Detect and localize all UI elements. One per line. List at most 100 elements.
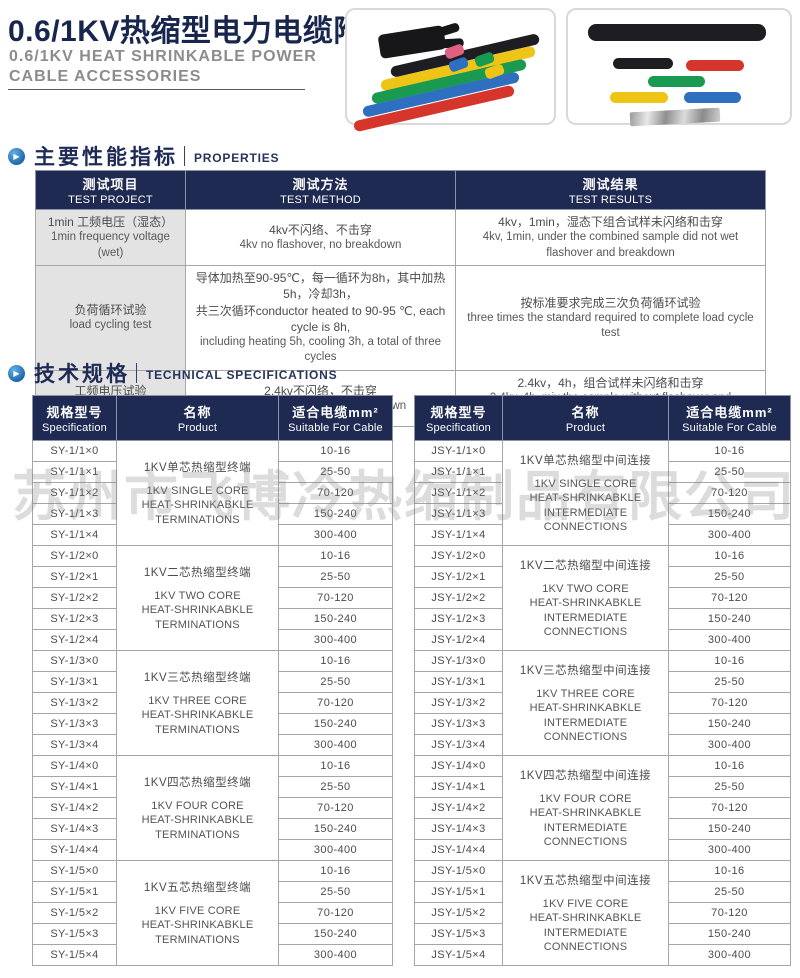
product-name-en: TERMINATIONS (155, 933, 240, 946)
test-method-cell: 4kv不闪络、不击穿 4kv no flashover, no breakdow… (185, 208, 456, 267)
spec-row: SY-1/3×0 1KV三芯热缩型终端 1KV THREE CORE HEAT-SHR… (32, 650, 393, 756)
product-name-cell: 1KV单芯热缩型中间连接 1KV SINGLE CORE HEAT-SHRINKAB… (502, 440, 669, 546)
spec-row: SY-1/1×1 25-50 (32, 461, 393, 483)
cable-size-cell: 70-120 (278, 797, 393, 819)
product-name-en: 1KV FOUR CORE (539, 792, 632, 805)
spec-model-cell: JSY-1/2×0 (414, 545, 503, 567)
header-test-method: 测试方法 TEST METHOD (185, 170, 456, 210)
cable-size-cell: 300-400 (278, 524, 393, 546)
header-specification: 规格型号 Specification (414, 395, 503, 441)
title-divider (8, 89, 305, 90)
cable-size-cell: 300-400 (668, 629, 791, 651)
header-test-results: 测试结果 TEST RESULTS (455, 170, 766, 210)
cable-size-cell: 300-400 (278, 734, 393, 756)
product-name-cell: 1KV三芯热缩型终端 1KV THREE CORE HEAT-SHRINKABKLE… (116, 650, 279, 756)
spec-row: JSY-1/3×2 70-120 (414, 692, 791, 714)
product-name-en: HEAT-SHRINKABKLE (529, 807, 642, 820)
product-name-en: 1KV FOUR CORE (151, 800, 244, 813)
product-name-en: INTERMEDIATE CONNECTIONS (543, 821, 628, 848)
test-method-cell: 导体加热至90-95℃，每一循环为8h，其中加热5h，冷却3h， 共三次循环co… (185, 265, 456, 371)
solder-foil-pouch-image (629, 107, 721, 127)
spec-model-cell: SY-1/3×4 (32, 734, 117, 756)
product-name-en: 1KV FIVE CORE (154, 905, 241, 918)
section-title-divider (184, 146, 185, 166)
spec-model-cell: JSY-1/4×0 (414, 755, 503, 777)
spec-row: SY-1/4×3 150-240 (32, 818, 393, 840)
spec-header-row: 规格型号 Specification 名称 Product 适合电缆mm² Su… (32, 395, 393, 441)
product-name-cn: 1KV四芯热缩型终端 (143, 777, 252, 790)
blue-tube-image (684, 92, 741, 103)
spec-row: JSY-1/2×0 1KV二芯热缩型中间连接 1KV TWO CORE HEAT-SH… (414, 545, 791, 651)
cable-size-cell: 25-50 (668, 566, 791, 588)
spec-model-cell: SY-1/3×2 (32, 692, 117, 714)
spec-row: JSY-1/1×2 70-120 (414, 482, 791, 504)
header-test-project: 测试项目 TEST PROJECT (35, 170, 186, 210)
spec-row: SY-1/3×1 25-50 (32, 671, 393, 693)
spec-model-cell: SY-1/4×2 (32, 797, 117, 819)
product-name-cn: 1KV二芯热缩型中间连接 (519, 559, 652, 572)
product-name-cn: 1KV五芯热缩型中间连接 (519, 874, 652, 887)
cable-size-cell: 10-16 (668, 860, 791, 882)
arrow-bullet-icon: ▶ (8, 364, 25, 382)
product-name-cn: 1KV二芯热缩型终端 (143, 567, 252, 580)
cable-size-cell: 25-50 (668, 461, 791, 483)
spec-model-cell: SY-1/2×3 (32, 608, 117, 630)
cable-size-cell: 300-400 (668, 839, 791, 861)
spec-model-cell: JSY-1/2×3 (414, 608, 503, 630)
spec-row: SY-1/4×2 70-120 (32, 797, 393, 819)
cable-size-cell: 300-400 (278, 944, 393, 966)
product-name-en: TERMINATIONS (155, 828, 240, 841)
spec-model-cell: JSY-1/2×2 (414, 587, 503, 609)
cable-size-cell: 10-16 (668, 755, 791, 777)
product-name-cell: 1KV五芯热缩型中间连接 1KV FIVE CORE HEAT-SHRINKABKL… (502, 860, 669, 966)
product-name-cell: 1KV四芯热缩型中间连接 1KV FOUR CORE HEAT-SHRINKABKL… (502, 755, 669, 861)
spec-model-cell: JSY-1/3×0 (414, 650, 503, 672)
spec-model-cell: JSY-1/4×3 (414, 818, 503, 840)
spec-model-cell: SY-1/4×0 (32, 755, 117, 777)
product-name-en: HEAT-SHRINKABKLE (529, 597, 642, 610)
spec-row: JSY-1/4×3 150-240 (414, 818, 791, 840)
cable-size-cell: 25-50 (278, 566, 393, 588)
terminations-spec-table: 规格型号 Specification 名称 Product 适合电缆mm² Su… (32, 395, 393, 966)
spec-model-cell: SY-1/2×2 (32, 587, 117, 609)
properties-row: 负荷循环试验 load cycling test 导体加热至90-95℃，每一循… (35, 265, 766, 371)
cable-size-cell: 300-400 (278, 839, 393, 861)
spec-model-cell: JSY-1/4×4 (414, 839, 503, 861)
cable-size-cell: 70-120 (668, 902, 791, 924)
red-tube-image (686, 60, 744, 71)
product-name-en: 1KV TWO CORE (542, 582, 629, 595)
spec-row: JSY-1/4×4 300-400 (414, 839, 791, 861)
cable-size-cell: 25-50 (668, 881, 791, 903)
page-title: 0.6/1KV热缩型电力电缆附件 (8, 15, 395, 48)
spec-model-cell: JSY-1/4×2 (414, 797, 503, 819)
cable-size-cell: 300-400 (278, 629, 393, 651)
cable-size-cell: 70-120 (668, 797, 791, 819)
test-project-cell: 1min 工频电压（湿态） 1min frequency voltage (we… (35, 208, 186, 267)
cable-size-cell: 300-400 (668, 734, 791, 756)
cable-size-cell: 25-50 (668, 671, 791, 693)
product-name-en: HEAT-SHRINKABKLE (141, 919, 254, 932)
spec-row: JSY-1/2×1 25-50 (414, 566, 791, 588)
cable-size-cell: 150-240 (668, 608, 791, 630)
product-name-en: INTERMEDIATE CONNECTIONS (543, 611, 628, 638)
section-title-divider (136, 363, 137, 383)
cable-size-cell: 70-120 (668, 482, 791, 504)
cable-size-cell: 10-16 (278, 440, 393, 462)
spec-model-cell: SY-1/3×0 (32, 650, 117, 672)
spec-model-cell: SY-1/5×3 (32, 923, 117, 945)
product-name-en: HEAT-SHRINKABKLE (141, 814, 254, 827)
cable-size-cell: 150-240 (278, 713, 393, 735)
spec-row: JSY-1/1×0 1KV单芯热缩型中间连接 1KV SINGLE CORE HEAT… (414, 440, 791, 546)
spec-row: SY-1/4×0 1KV四芯热缩型终端 1KV FOUR CORE HEAT-SHRI… (32, 755, 393, 861)
product-name-cn: 1KV单芯热缩型终端 (143, 462, 252, 475)
cable-size-cell: 10-16 (668, 545, 791, 567)
product-name-cn: 1KV三芯热缩型中间连接 (519, 664, 652, 677)
product-name-en: 1KV TWO CORE (154, 590, 241, 603)
properties-header-row: 测试项目 TEST PROJECT 测试方法 TEST METHOD 测试结果 … (35, 170, 766, 210)
spec-model-cell: JSY-1/1×3 (414, 503, 503, 525)
cable-size-cell: 25-50 (278, 881, 393, 903)
spec-model-cell: SY-1/3×1 (32, 671, 117, 693)
spec-header-row: 规格型号 Specification 名称 Product 适合电缆mm² Su… (414, 395, 791, 441)
page-subtitle-line1: 0.6/1KV HEAT SHRINKABLE POWER (9, 48, 317, 65)
header-suitable-cable: 适合电缆mm² Suitable For Cable (278, 395, 393, 441)
